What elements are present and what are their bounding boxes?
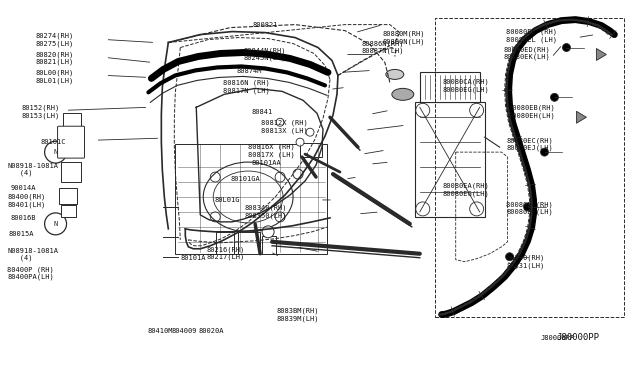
Text: 80101AA: 80101AA bbox=[251, 160, 281, 166]
Text: 800821: 800821 bbox=[253, 22, 278, 28]
Text: 808340(RH)
808350(LH): 808340(RH) 808350(LH) bbox=[244, 205, 287, 219]
Text: 80080E (RH)
80080EF(LH): 80080E (RH) 80080EF(LH) bbox=[506, 201, 553, 215]
Bar bbox=[59, 188, 77, 204]
Text: 80101A: 80101A bbox=[180, 255, 206, 261]
Bar bbox=[63, 113, 81, 127]
Bar bbox=[415, 102, 484, 217]
Circle shape bbox=[276, 118, 284, 126]
Text: 804009: 804009 bbox=[172, 328, 197, 334]
Bar bbox=[61, 205, 76, 217]
Circle shape bbox=[262, 226, 274, 238]
Text: 80020A: 80020A bbox=[198, 328, 224, 334]
Text: 80216(RH)
80217(LH): 80216(RH) 80217(LH) bbox=[206, 247, 244, 260]
Text: 80101C: 80101C bbox=[40, 138, 66, 145]
Text: 80880M(RH)
80880N(LH): 80880M(RH) 80880N(LH) bbox=[383, 31, 425, 45]
Circle shape bbox=[293, 169, 303, 179]
Bar bbox=[216, 232, 234, 254]
Text: 80080EB(RH)
80080EH(LH): 80080EB(RH) 80080EH(LH) bbox=[508, 105, 555, 119]
Text: 80812X (RH)
80813X (LH): 80812X (RH) 80813X (LH) bbox=[261, 120, 308, 134]
Circle shape bbox=[524, 203, 532, 211]
Text: 80080EC(RH)
80080EJ(LH): 80080EC(RH) 80080EJ(LH) bbox=[506, 138, 553, 151]
Text: N: N bbox=[54, 149, 58, 155]
Text: 80L00(RH)
80L01(LH): 80L00(RH) 80L01(LH) bbox=[36, 70, 74, 84]
Text: N: N bbox=[54, 221, 58, 227]
Circle shape bbox=[550, 93, 559, 101]
Text: 80015A: 80015A bbox=[9, 231, 35, 237]
Text: 80820(RH)
80821(LH): 80820(RH) 80821(LH) bbox=[36, 51, 74, 65]
Text: 80816N (RH)
80817N (LH): 80816N (RH) 80817N (LH) bbox=[223, 80, 269, 94]
Circle shape bbox=[563, 44, 570, 51]
Bar bbox=[175, 144, 327, 254]
Text: 80400(RH)
80401(LH): 80400(RH) 80401(LH) bbox=[7, 194, 45, 208]
Text: 80400P (RH)
80400PA(LH): 80400P (RH) 80400PA(LH) bbox=[7, 266, 54, 280]
Text: 80874M: 80874M bbox=[237, 68, 262, 74]
Bar bbox=[61, 129, 83, 147]
Text: 80830(RH)
80831(LH): 80830(RH) 80831(LH) bbox=[506, 255, 545, 269]
Text: 80274(RH)
80275(LH): 80274(RH) 80275(LH) bbox=[36, 33, 74, 46]
Bar bbox=[238, 232, 260, 254]
Text: J80000PP: J80000PP bbox=[540, 335, 574, 341]
Text: 80886N(RH)
80887N(LH): 80886N(RH) 80887N(LH) bbox=[362, 40, 404, 54]
Text: 80841: 80841 bbox=[251, 109, 272, 115]
Text: 80016B: 80016B bbox=[10, 215, 36, 221]
Text: N08918-1081A
   (4): N08918-1081A (4) bbox=[7, 163, 58, 176]
Text: 80080EE (RH)
80080EL (LH): 80080EE (RH) 80080EL (LH) bbox=[506, 29, 557, 43]
Text: 80L01G: 80L01G bbox=[214, 197, 240, 203]
Text: 80152(RH)
80153(LH): 80152(RH) 80153(LH) bbox=[21, 105, 60, 119]
Ellipse shape bbox=[386, 70, 404, 79]
Bar bbox=[420, 73, 479, 102]
Text: 80080ED(RH)
80080EK(LH): 80080ED(RH) 80080EK(LH) bbox=[504, 46, 550, 60]
Text: 8083BM(RH)
80839M(LH): 8083BM(RH) 80839M(LH) bbox=[276, 308, 319, 322]
Text: 80080EA(RH)
80080EG(LH): 80080EA(RH) 80080EG(LH) bbox=[443, 183, 490, 197]
Polygon shape bbox=[596, 48, 606, 61]
Circle shape bbox=[541, 148, 548, 156]
Circle shape bbox=[416, 202, 430, 216]
Bar bbox=[262, 236, 276, 254]
Text: 80101GA: 80101GA bbox=[230, 176, 260, 182]
FancyBboxPatch shape bbox=[58, 126, 84, 158]
Text: N08918-1081A
   (4): N08918-1081A (4) bbox=[7, 248, 58, 261]
Text: J80000PP: J80000PP bbox=[556, 333, 599, 343]
Text: 80080CA(RH)
80080EG(LH): 80080CA(RH) 80080EG(LH) bbox=[443, 79, 490, 93]
Text: 80410M: 80410M bbox=[148, 328, 173, 334]
Bar bbox=[300, 143, 322, 157]
Text: 80816X (RH)
80817X (LH): 80816X (RH) 80817X (LH) bbox=[248, 144, 295, 158]
Bar bbox=[61, 162, 81, 182]
Text: 90014A: 90014A bbox=[10, 185, 36, 191]
Circle shape bbox=[296, 138, 304, 146]
Text: 80844N(RH)
80245N(LH): 80844N(RH) 80245N(LH) bbox=[243, 48, 286, 61]
Circle shape bbox=[45, 141, 67, 163]
Circle shape bbox=[470, 103, 484, 117]
Circle shape bbox=[416, 103, 430, 117]
Ellipse shape bbox=[392, 89, 414, 100]
Bar bbox=[435, 17, 625, 317]
Circle shape bbox=[45, 213, 67, 235]
Polygon shape bbox=[577, 111, 586, 123]
Circle shape bbox=[306, 128, 314, 136]
Circle shape bbox=[506, 253, 513, 261]
Circle shape bbox=[470, 202, 484, 216]
